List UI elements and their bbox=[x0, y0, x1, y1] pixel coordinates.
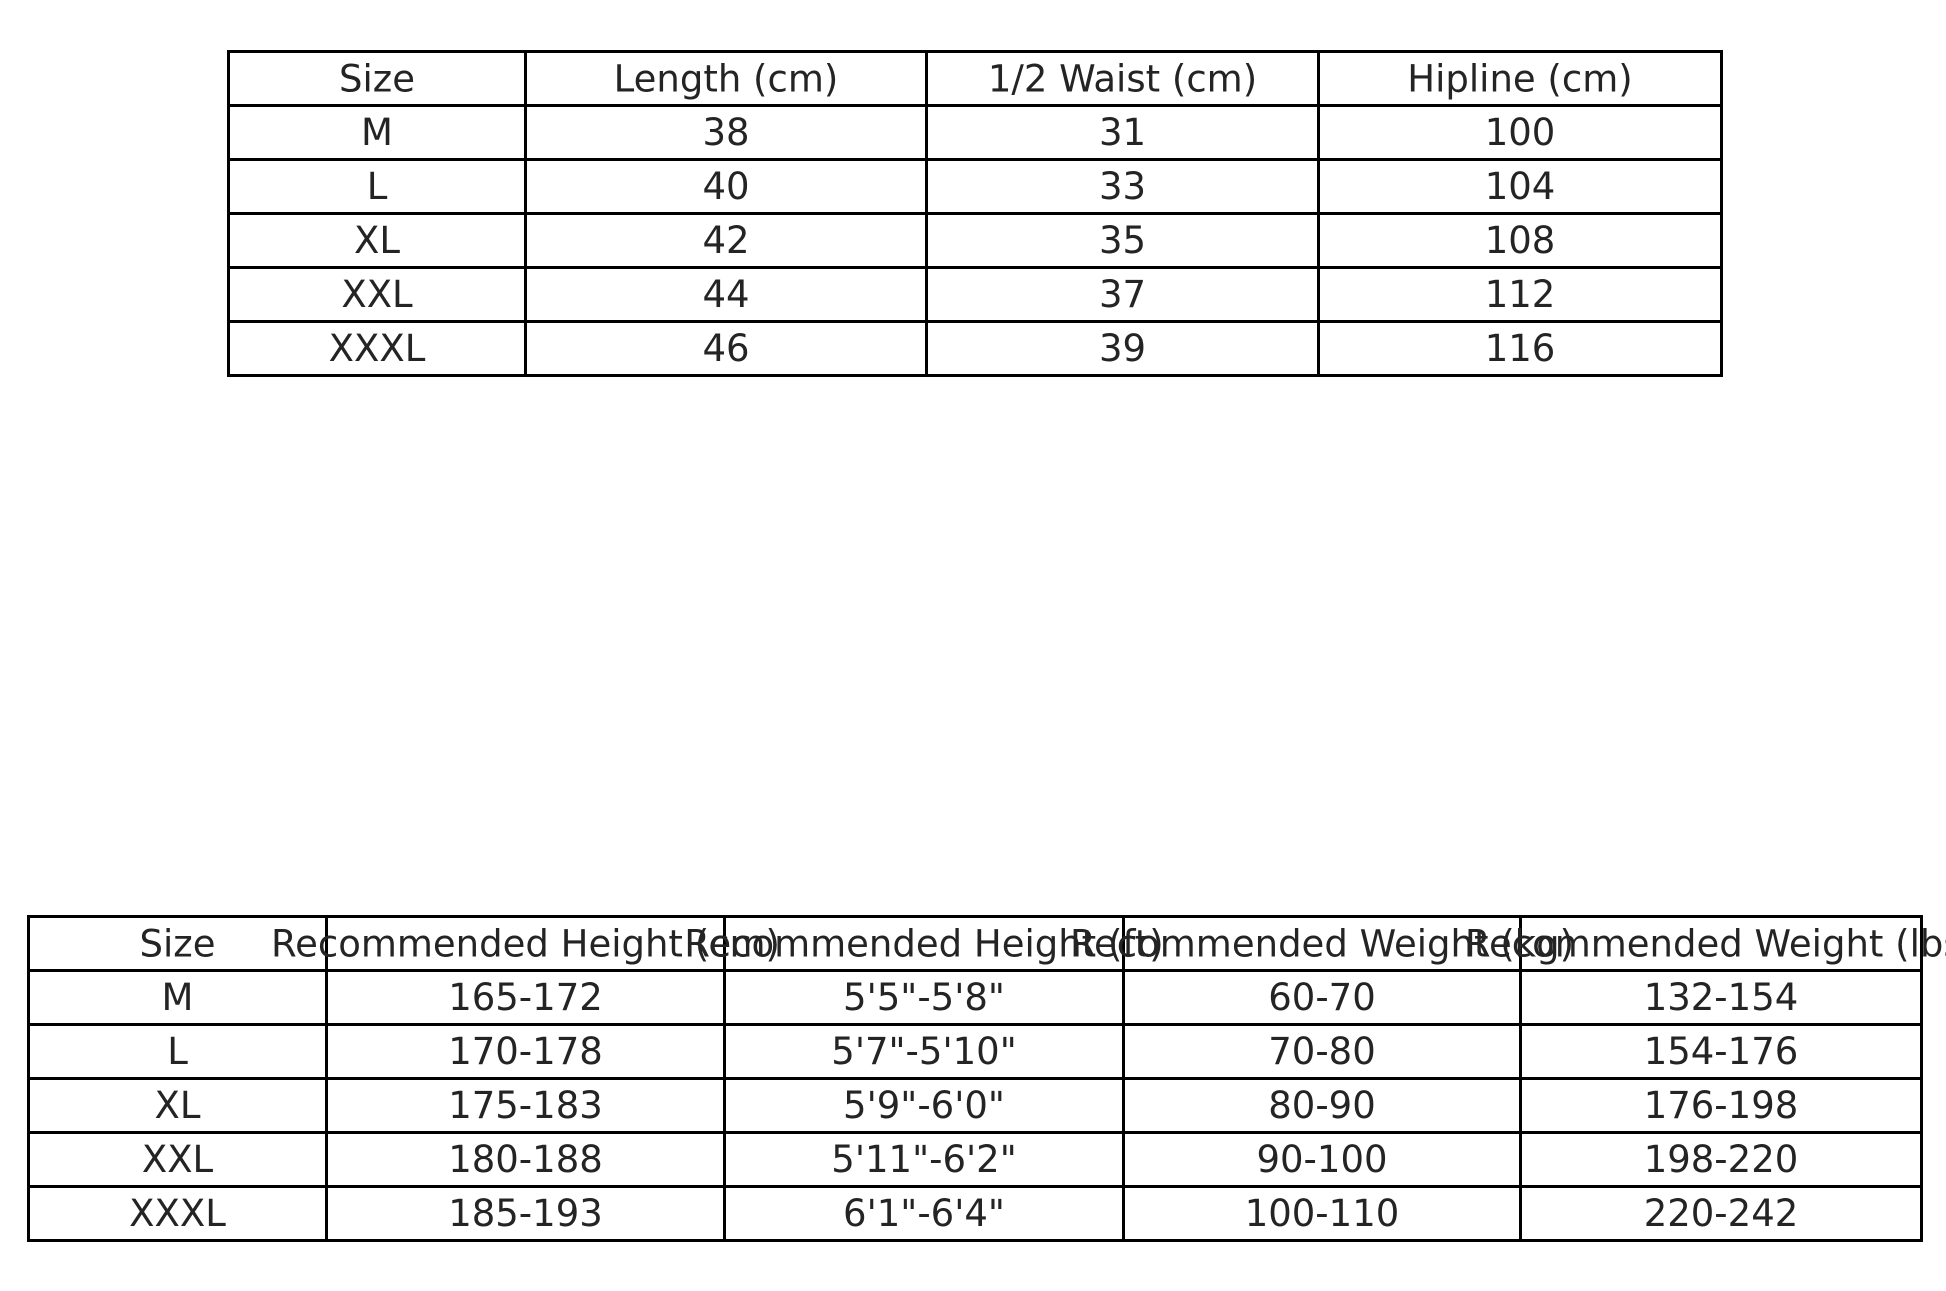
fit_table-row: XL 175-183 5'9"-6'0" 80-90 176-198 bbox=[27, 1077, 1923, 1134]
fit_table-header-cell: Recommended Height (ft) bbox=[684, 915, 1164, 972]
garment_table-header-label: Length (cm) bbox=[613, 57, 839, 100]
fit_table-value-cell: 60-70 bbox=[1122, 969, 1522, 1026]
fit_table-value-cell: 165-172 bbox=[325, 969, 726, 1026]
garment_table-header-cell: Size bbox=[227, 50, 527, 107]
fit_table-value-cell: 90-100 bbox=[1122, 1131, 1522, 1188]
garment_table-value-cell: 39 bbox=[925, 320, 1320, 377]
fit_table-size-cell: M bbox=[27, 969, 328, 1026]
fit_table-size-cell: XL bbox=[27, 1077, 328, 1134]
garment_table-row: XXXL 46 39 116 bbox=[227, 320, 1723, 377]
fit_table-row: XXXL 185-193 6'1"-6'4" 100-110 220-242 bbox=[27, 1185, 1923, 1242]
fit_table-header-label: Size bbox=[139, 922, 216, 965]
garment_table-size-cell: XXL bbox=[227, 266, 527, 323]
fit_table-header-label: Recommended Height (cm) bbox=[271, 922, 780, 965]
garment-measurement-table: Size Length (cm) 1/2 Waist (cm) Hipline (cm… bbox=[227, 50, 1723, 377]
garment_table-header-label: Size bbox=[339, 57, 415, 100]
fit_table-value-cell: 180-188 bbox=[325, 1131, 726, 1188]
fit_table-value-cell: 5'9"-6'0" bbox=[723, 1077, 1125, 1134]
garment_table-size-cell: XL bbox=[227, 212, 527, 269]
fit_table-value-cell: 154-176 bbox=[1519, 1023, 1923, 1080]
fit_table-header-row: Size Recommended Height (cm) Recommended H… bbox=[27, 915, 1946, 972]
fit_table-value-cell: 100-110 bbox=[1122, 1185, 1522, 1242]
fit_table-row: M 165-172 5'5"-5'8" 60-70 132-154 bbox=[27, 969, 1923, 1026]
garment_table-value-cell: 100 bbox=[1317, 104, 1723, 161]
fit_table-header-cell: Recommended Weight (lbs) bbox=[1465, 915, 1946, 972]
garment_table-size-cell: XXXL bbox=[227, 320, 527, 377]
garment_table-value-cell: 46 bbox=[524, 320, 928, 377]
garment_table-header-label: Hipline (cm) bbox=[1407, 57, 1633, 100]
fit_table-value-cell: 170-178 bbox=[325, 1023, 726, 1080]
fit_table-value-cell: 5'5"-5'8" bbox=[723, 969, 1125, 1026]
fit_table-header-label: Recommended Height (ft) bbox=[684, 922, 1164, 965]
fit_table-header-label: Recommended Weight (lbs) bbox=[1464, 922, 1946, 965]
garment_table-row: M 38 31 100 bbox=[227, 104, 1723, 161]
fit_table-value-cell: 80-90 bbox=[1122, 1077, 1522, 1134]
fit_table-row: XXL 180-188 5'11"-6'2" 90-100 198-220 bbox=[27, 1131, 1923, 1188]
fit_table-value-cell: 176-198 bbox=[1519, 1077, 1923, 1134]
garment_table-value-cell: 108 bbox=[1317, 212, 1723, 269]
fit_table-value-cell: 185-193 bbox=[325, 1185, 726, 1242]
garment_table-value-cell: 112 bbox=[1317, 266, 1723, 323]
garment_table-value-cell: 116 bbox=[1317, 320, 1723, 377]
garment_table-header-row: Size Length (cm) 1/2 Waist (cm) Hipline (cm… bbox=[227, 50, 1723, 107]
garment_table-header-cell: 1/2 Waist (cm) bbox=[925, 50, 1320, 107]
fit_table-value-cell: 70-80 bbox=[1122, 1023, 1522, 1080]
fit_table-header-cell: Size bbox=[27, 915, 328, 972]
garment_table-row: XL 42 35 108 bbox=[227, 212, 1723, 269]
garment_table-header-cell: Length (cm) bbox=[524, 50, 928, 107]
height-weight-fit-table: Size Recommended Height (cm) Recommended H… bbox=[27, 915, 1946, 1242]
fit_table-header-label: Recommended Weight (kg) bbox=[1069, 922, 1575, 965]
fit_table-value-cell: 220-242 bbox=[1519, 1185, 1923, 1242]
garment_table-value-cell: 40 bbox=[524, 158, 928, 215]
fit_table-header-cell: Recommended Weight (kg) bbox=[1070, 915, 1574, 972]
garment_table-header-cell: Hipline (cm) bbox=[1317, 50, 1723, 107]
fit_table-size-cell: L bbox=[27, 1023, 328, 1080]
garment_table-value-cell: 31 bbox=[925, 104, 1320, 161]
garment_table-size-cell: L bbox=[227, 158, 527, 215]
garment_table-value-cell: 44 bbox=[524, 266, 928, 323]
fit_table-value-cell: 198-220 bbox=[1519, 1131, 1923, 1188]
garment_table-row: XXL 44 37 112 bbox=[227, 266, 1723, 323]
fit_table-header-cell: Recommended Height (cm) bbox=[271, 915, 780, 972]
fit_table-value-cell: 5'11"-6'2" bbox=[723, 1131, 1125, 1188]
fit_table-value-cell: 6'1"-6'4" bbox=[723, 1185, 1125, 1242]
garment_table-header-label: 1/2 Waist (cm) bbox=[987, 57, 1258, 100]
fit_table-row: L 170-178 5'7"-5'10" 70-80 154-176 bbox=[27, 1023, 1923, 1080]
garment_table-value-cell: 38 bbox=[524, 104, 928, 161]
fit_table-size-cell: XXL bbox=[27, 1131, 328, 1188]
garment_table-value-cell: 35 bbox=[925, 212, 1320, 269]
fit_table-size-cell: XXXL bbox=[27, 1185, 328, 1242]
garment_table-value-cell: 42 bbox=[524, 212, 928, 269]
garment_table-row: L 40 33 104 bbox=[227, 158, 1723, 215]
fit_table-value-cell: 132-154 bbox=[1519, 969, 1923, 1026]
garment_table-value-cell: 37 bbox=[925, 266, 1320, 323]
garment_table-value-cell: 104 bbox=[1317, 158, 1723, 215]
fit_table-value-cell: 175-183 bbox=[325, 1077, 726, 1134]
garment_table-value-cell: 33 bbox=[925, 158, 1320, 215]
garment_table-size-cell: M bbox=[227, 104, 527, 161]
fit_table-value-cell: 5'7"-5'10" bbox=[723, 1023, 1125, 1080]
